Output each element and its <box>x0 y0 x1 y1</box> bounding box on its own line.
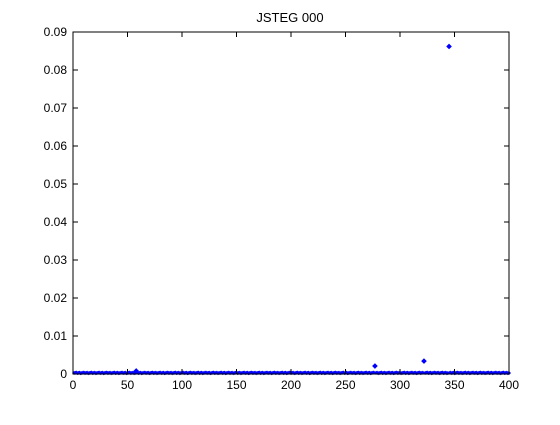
data-point-outlier <box>133 368 140 374</box>
y-tick-label: 0 <box>60 367 67 381</box>
data-point-outlier <box>421 358 427 364</box>
data-point-outlier <box>372 363 378 369</box>
y-tick-label: 0.06 <box>44 139 68 153</box>
x-tick-label: 400 <box>499 378 519 392</box>
chart-title: JSTEG 000 <box>256 10 323 25</box>
y-tick-label: 0.03 <box>44 253 68 267</box>
x-axis: 0 50 100 150 200 250 300 350 400 <box>70 32 519 392</box>
x-tick-label: 0 <box>70 378 77 392</box>
x-tick-label: 50 <box>121 378 135 392</box>
x-tick-label: 100 <box>172 378 192 392</box>
data-points <box>72 43 512 376</box>
y-tick-label: 0.09 <box>44 25 68 39</box>
x-tick-label: 250 <box>335 378 355 392</box>
plot-area <box>72 31 510 375</box>
x-tick-label: 150 <box>226 378 246 392</box>
y-tick-label: 0.08 <box>44 63 68 77</box>
y-tick-label: 0.02 <box>44 291 68 305</box>
y-axis: 0 0.01 0.02 0.03 0.04 0.05 0.06 0.07 0.08 0.09 <box>44 25 509 381</box>
y-tick-label: 0.04 <box>44 215 68 229</box>
data-point-outlier <box>446 43 452 50</box>
x-tick-label: 200 <box>281 378 301 392</box>
x-tick-label: 350 <box>444 378 464 392</box>
x-tick-label: 300 <box>390 378 410 392</box>
y-tick-label: 0.05 <box>44 177 68 191</box>
y-tick-label: 0.01 <box>44 329 68 343</box>
y-tick-label: 0.07 <box>44 101 68 115</box>
